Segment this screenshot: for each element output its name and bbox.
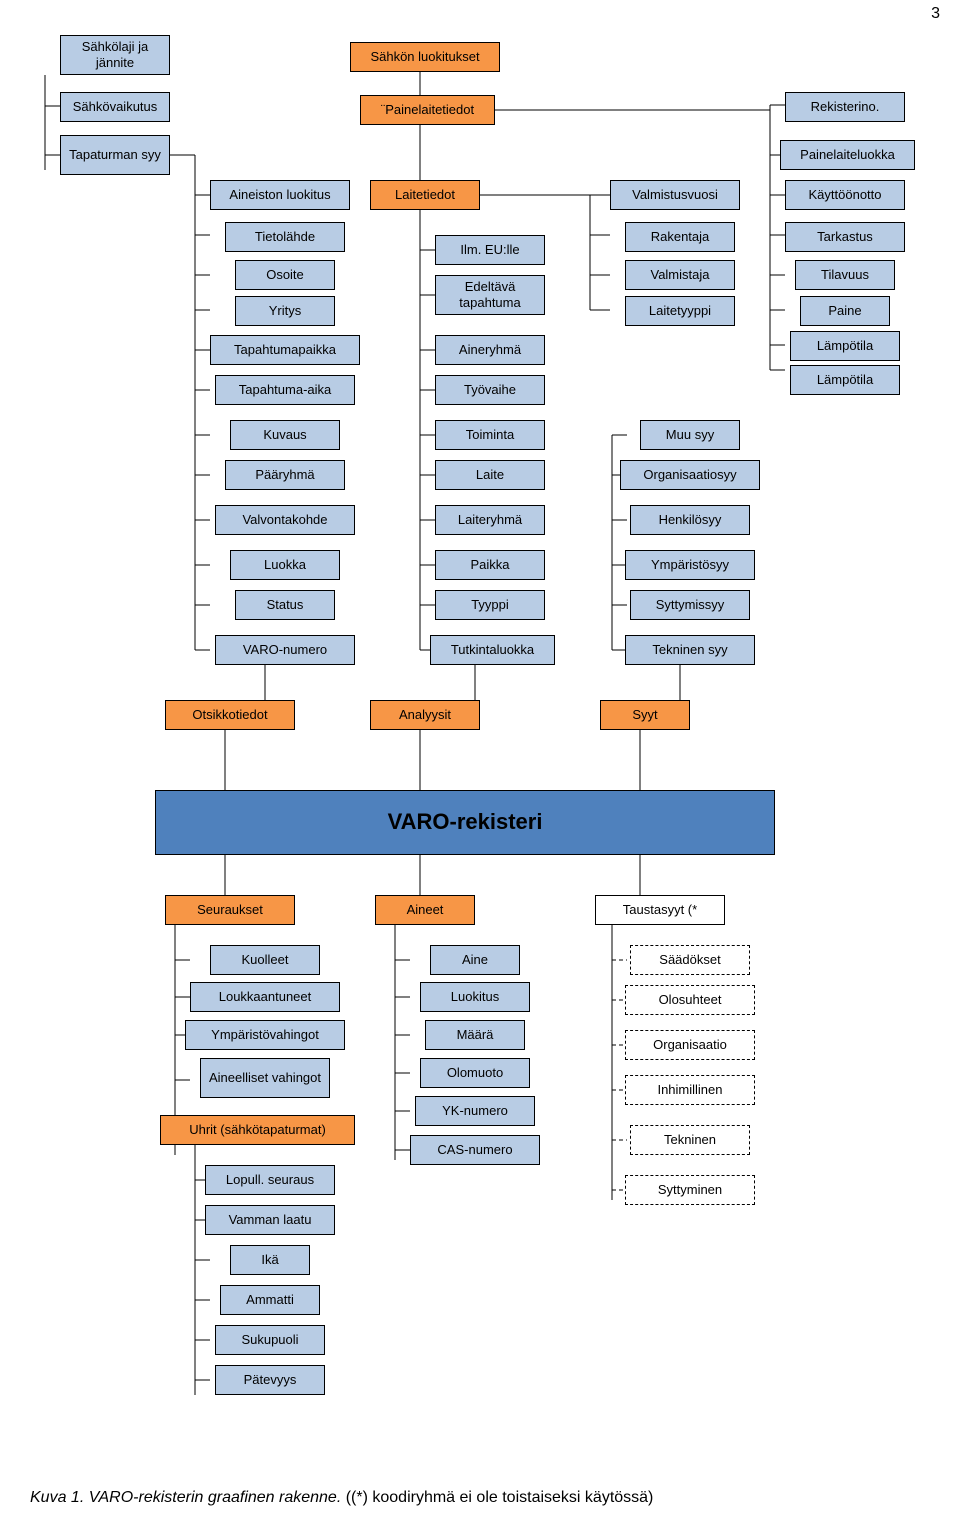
node-yritys: Yritys — [235, 296, 335, 326]
node-paaryhma: Pääryhmä — [225, 460, 345, 490]
node-kayttoonotto: Käyttöönotto — [785, 180, 905, 210]
caption-italic: Kuva 1. VARO-rekisterin graafinen rakenn… — [30, 1489, 346, 1506]
node-tyyppi: Tyyppi — [435, 590, 545, 620]
figure-caption: Kuva 1. VARO-rekisterin graafinen rakenn… — [30, 1489, 653, 1507]
node-saadokset: Säädökset — [630, 945, 750, 975]
node-lampotila1: Lämpötila — [790, 331, 900, 361]
node-ika: Ikä — [230, 1245, 310, 1275]
node-status: Status — [235, 590, 335, 620]
node-patevyys: Pätevyys — [215, 1365, 325, 1395]
node-aineiston-luokitus: Aineiston luokitus — [210, 180, 350, 210]
node-sahkovaikutus: Sähkövaikutus — [60, 92, 170, 122]
node-sahkon-luokitukset: Sähkön luokitukset — [350, 42, 500, 72]
node-laiteryhma: Laiteryhmä — [435, 505, 545, 535]
node-tapaturman: Tapaturman syy — [60, 135, 170, 175]
node-valmistaja: Valmistaja — [625, 260, 735, 290]
caption-normal: ((*) koodiryhmä ei ole toistaiseksi käyt… — [346, 1489, 654, 1506]
node-syttyminen: Syttyminen — [625, 1175, 755, 1205]
node-laitetyyppi: Laitetyyppi — [625, 296, 735, 326]
node-vamman: Vamman laatu — [205, 1205, 335, 1235]
node-painelaitetiedot: ¨Painelaitetiedot — [360, 95, 495, 125]
node-laitetiedot: Laitetiedot — [370, 180, 480, 210]
node-aineet: Aineet — [375, 895, 475, 925]
node-loukkaantuneet: Loukkaantuneet — [190, 982, 340, 1012]
node-lampotila2: Lämpötila — [790, 365, 900, 395]
node-aineelliset: Aineelliset vahingot — [200, 1058, 330, 1098]
node-taustasyyt: Taustasyyt (* — [595, 895, 725, 925]
node-tilavuus: Tilavuus — [795, 260, 895, 290]
node-varo-rekisteri: VARO-rekisteri — [155, 790, 775, 855]
node-aineryhma: Aineryhmä — [435, 335, 545, 365]
node-tutkintaluokka: Tutkintaluokka — [430, 635, 555, 665]
node-sukupuoli: Sukupuoli — [215, 1325, 325, 1355]
node-valmistusvuosi: Valmistusvuosi — [610, 180, 740, 210]
node-varo-numero: VARO-numero — [215, 635, 355, 665]
node-laite: Laite — [435, 460, 545, 490]
node-ammatti: Ammatti — [220, 1285, 320, 1315]
node-toiminta: Toiminta — [435, 420, 545, 450]
node-tyovaihe: Työvaihe — [435, 375, 545, 405]
node-edeltava: Edeltävä tapahtuma — [435, 275, 545, 315]
node-olosuhteet: Olosuhteet — [625, 985, 755, 1015]
node-henkilosyy: Henkilösyy — [630, 505, 750, 535]
node-kuolleet: Kuolleet — [210, 945, 320, 975]
node-ymparistovahingot: Ympäristövahingot — [185, 1020, 345, 1050]
node-rekisterino: Rekisterino. — [785, 92, 905, 122]
node-inhimillinen: Inhimillinen — [625, 1075, 755, 1105]
node-otsikkotiedot: Otsikkotiedot — [165, 700, 295, 730]
node-luokka: Luokka — [230, 550, 340, 580]
node-cas-numero: CAS-numero — [410, 1135, 540, 1165]
node-sahkolaji: Sähkölaji ja jännite — [60, 35, 170, 75]
node-syttymissyy: Syttymissyy — [630, 590, 750, 620]
node-uhrit: Uhrit (sähkötapaturmat) — [160, 1115, 355, 1145]
node-lopull: Lopull. seuraus — [205, 1165, 335, 1195]
node-tietolahde: Tietolähde — [225, 222, 345, 252]
node-paine: Paine — [800, 296, 890, 326]
node-muu-syy: Muu syy — [640, 420, 740, 450]
node-organisaatiosyy: Organisaatiosyy — [620, 460, 760, 490]
node-analyysit: Analyysit — [370, 700, 480, 730]
node-ilm-eu: Ilm. EU:lle — [435, 235, 545, 265]
node-tarkastus: Tarkastus — [785, 222, 905, 252]
node-paikka: Paikka — [435, 550, 545, 580]
node-kuvaus: Kuvaus — [230, 420, 340, 450]
node-luokitus: Luokitus — [420, 982, 530, 1012]
node-tekninen-syy: Tekninen syy — [625, 635, 755, 665]
node-syyt: Syyt — [600, 700, 690, 730]
node-aine: Aine — [430, 945, 520, 975]
node-tapahtuma-aika: Tapahtuma-aika — [215, 375, 355, 405]
node-tekninen-t: Tekninen — [630, 1125, 750, 1155]
node-ymparistosyy: Ympäristösyy — [625, 550, 755, 580]
node-maara: Määrä — [425, 1020, 525, 1050]
node-yk-numero: YK-numero — [415, 1096, 535, 1126]
node-osoite: Osoite — [235, 260, 335, 290]
node-organisaatio-t: Organisaatio — [625, 1030, 755, 1060]
node-painelaiteluokka: Painelaiteluokka — [780, 140, 915, 170]
node-rakentaja: Rakentaja — [625, 222, 735, 252]
node-valvontakohde: Valvontakohde — [215, 505, 355, 535]
node-tapahtumapaikka: Tapahtumapaikka — [210, 335, 360, 365]
page-number: 3 — [931, 5, 940, 23]
node-seuraukset: Seuraukset — [165, 895, 295, 925]
node-olomuoto: Olomuoto — [420, 1058, 530, 1088]
